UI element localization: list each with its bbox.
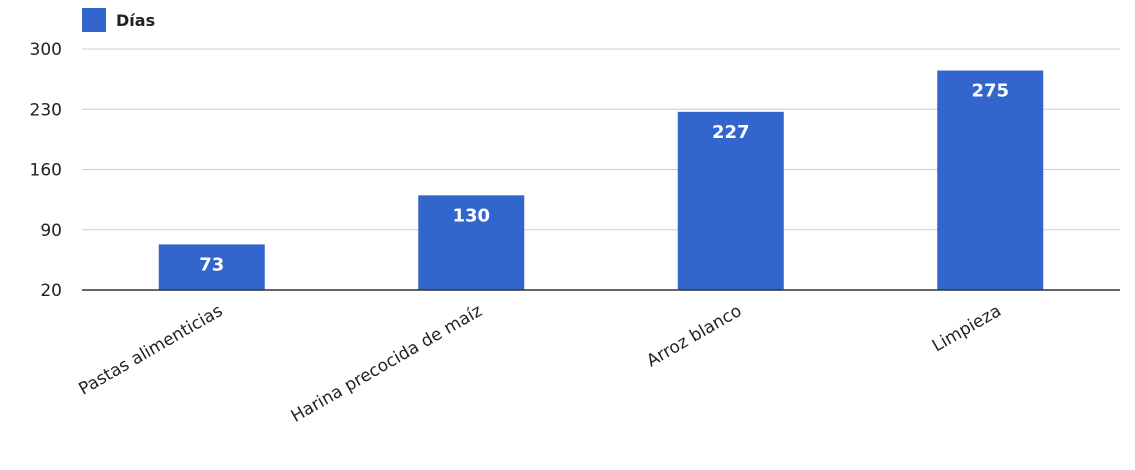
x-category-label: Harina precocida de maíz — [288, 301, 486, 427]
y-tick-label: 230 — [30, 100, 62, 120]
bar — [677, 111, 784, 290]
bar — [937, 70, 1044, 291]
x-axis-labels: Pastas alimenticias Harina precocida de m… — [76, 301, 1005, 427]
bar — [418, 195, 525, 290]
x-category-label: Pastas alimenticias — [76, 301, 227, 400]
bar-value-label: 227 — [712, 122, 750, 143]
bar-value-label: 130 — [452, 205, 490, 226]
x-category-label: Arroz blanco — [643, 301, 745, 371]
bar — [158, 244, 265, 290]
y-tick-label: 90 — [40, 221, 62, 241]
bar-value-label: 275 — [971, 81, 1009, 102]
y-axis-ticks: 20 90 160 230 300 — [30, 40, 62, 301]
x-category-label: Limpieza — [929, 301, 1005, 356]
legend-swatch — [82, 8, 106, 32]
y-tick-label: 160 — [30, 161, 62, 181]
bars: 73 130 227 275 — [158, 70, 1044, 291]
y-tick-label: 20 — [40, 281, 62, 301]
bar-value-label: 73 — [199, 254, 224, 275]
legend: Días — [82, 8, 155, 32]
legend-label: Días — [116, 11, 155, 30]
y-tick-label: 300 — [30, 40, 62, 60]
